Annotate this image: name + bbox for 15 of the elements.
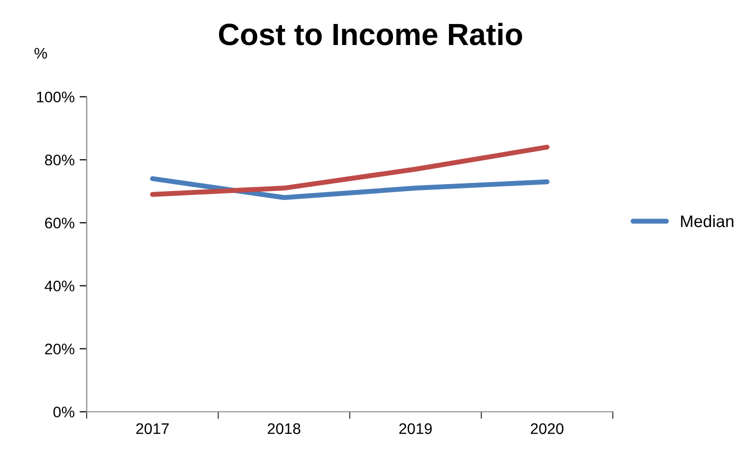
x-tick-label: 2017: [136, 423, 169, 434]
x-tick-label: 2018: [268, 423, 300, 434]
line-series: [150, 176, 550, 200]
legend-label: Median: [681, 214, 734, 228]
y-tick-label: 40%: [44, 280, 74, 292]
x-tick-label: 2019: [399, 423, 432, 434]
y-tick-label: 0%: [53, 406, 74, 418]
y-tick-label: 20%: [45, 344, 74, 354]
y-tick-label: 80%: [44, 154, 74, 166]
x-tick-label: 2020: [530, 423, 564, 434]
y-axis-title: %: [34, 48, 48, 59]
chart-title: Cost to Income Ratio: [218, 22, 522, 46]
y-tick-label: 60%: [45, 218, 74, 228]
line-series: [150, 144, 550, 197]
y-tick-label: 100%: [36, 92, 74, 102]
